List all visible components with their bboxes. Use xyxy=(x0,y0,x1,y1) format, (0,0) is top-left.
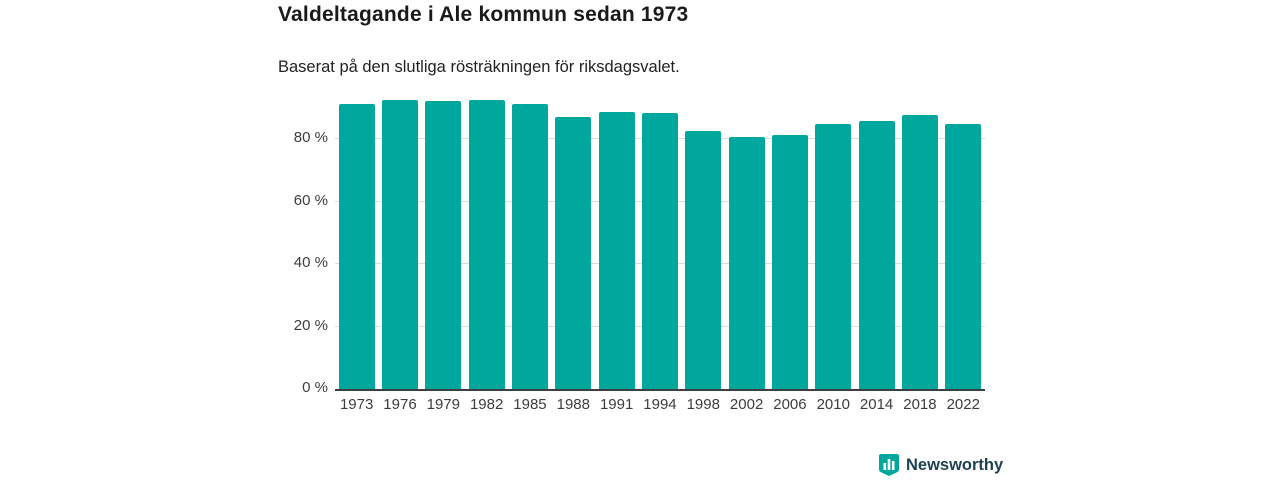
x-tick-label: 2022 xyxy=(946,396,980,413)
y-tick-label: 20 % xyxy=(293,316,328,334)
bar-2018 xyxy=(901,114,938,389)
bar-2010 xyxy=(815,124,852,389)
x-tick-label: 1976 xyxy=(383,396,417,413)
bar-1976 xyxy=(381,99,418,389)
plot-area xyxy=(335,77,985,391)
newsworthy-logo[interactable]: Newsworthy xyxy=(879,454,1003,476)
bar-2014 xyxy=(858,120,895,389)
bar-1988 xyxy=(555,116,592,389)
chart-title: Valdeltagande i Ale kommun sedan 1973 xyxy=(278,3,689,26)
x-tick-label: 1979 xyxy=(426,396,460,413)
bar-1994 xyxy=(641,112,678,389)
bar-column xyxy=(335,77,378,389)
bar-column xyxy=(595,77,638,389)
x-tick-label: 2006 xyxy=(773,396,807,413)
x-tick-label: 1991 xyxy=(599,396,634,413)
bar-column xyxy=(465,77,508,389)
x-tick-label: 2002 xyxy=(729,396,764,413)
bar-column xyxy=(508,77,551,389)
bar-column xyxy=(768,77,811,389)
y-axis-labels: 0 % 20 % 40 % 60 % 80 % xyxy=(240,77,328,396)
x-tick-label: 1994 xyxy=(643,396,677,413)
bar-1985 xyxy=(511,104,548,389)
x-tick-label: 1998 xyxy=(686,396,720,413)
y-tick-label: 40 % xyxy=(293,254,328,272)
newsworthy-bar-chart-icon xyxy=(879,454,899,476)
bar-1973 xyxy=(338,103,375,389)
bar-2022 xyxy=(945,123,982,389)
bar-column xyxy=(725,77,768,389)
bar-column xyxy=(552,77,595,389)
x-tick-label: 2014 xyxy=(859,396,894,413)
x-tick-label: 1982 xyxy=(469,396,504,413)
x-tick-label: 2018 xyxy=(903,396,937,413)
bar-2002 xyxy=(728,136,765,389)
x-tick-label: 2010 xyxy=(816,396,850,413)
bar-column xyxy=(638,77,681,389)
x-tick-label: 1985 xyxy=(513,396,547,413)
bars-row xyxy=(335,77,985,389)
y-tick-label: 0 % xyxy=(302,379,328,396)
bar-column xyxy=(855,77,898,389)
bar-column xyxy=(812,77,855,389)
x-axis-labels: 1973 1976 1979 1982 1985 1988 1991 1994 1998 2002… xyxy=(335,396,985,413)
bar-2006 xyxy=(771,134,808,389)
y-tick-label: 60 % xyxy=(293,191,328,209)
bar-1991 xyxy=(598,111,635,389)
bar-column xyxy=(682,77,725,389)
bar-column xyxy=(422,77,465,389)
bar-column xyxy=(942,77,985,389)
bar-column xyxy=(378,77,421,389)
bar-1998 xyxy=(685,130,722,389)
x-tick-label: 1988 xyxy=(556,396,590,413)
x-tick-label: 1973 xyxy=(339,396,374,413)
chart-subtitle: Baserat på den slutliga rösträkningen fö… xyxy=(278,58,680,76)
bar-1982 xyxy=(468,99,505,389)
y-tick-label: 80 % xyxy=(293,129,328,147)
bar-1979 xyxy=(425,101,462,389)
bar-column xyxy=(898,77,941,389)
newsworthy-wordmark: Newsworthy xyxy=(906,455,1004,474)
